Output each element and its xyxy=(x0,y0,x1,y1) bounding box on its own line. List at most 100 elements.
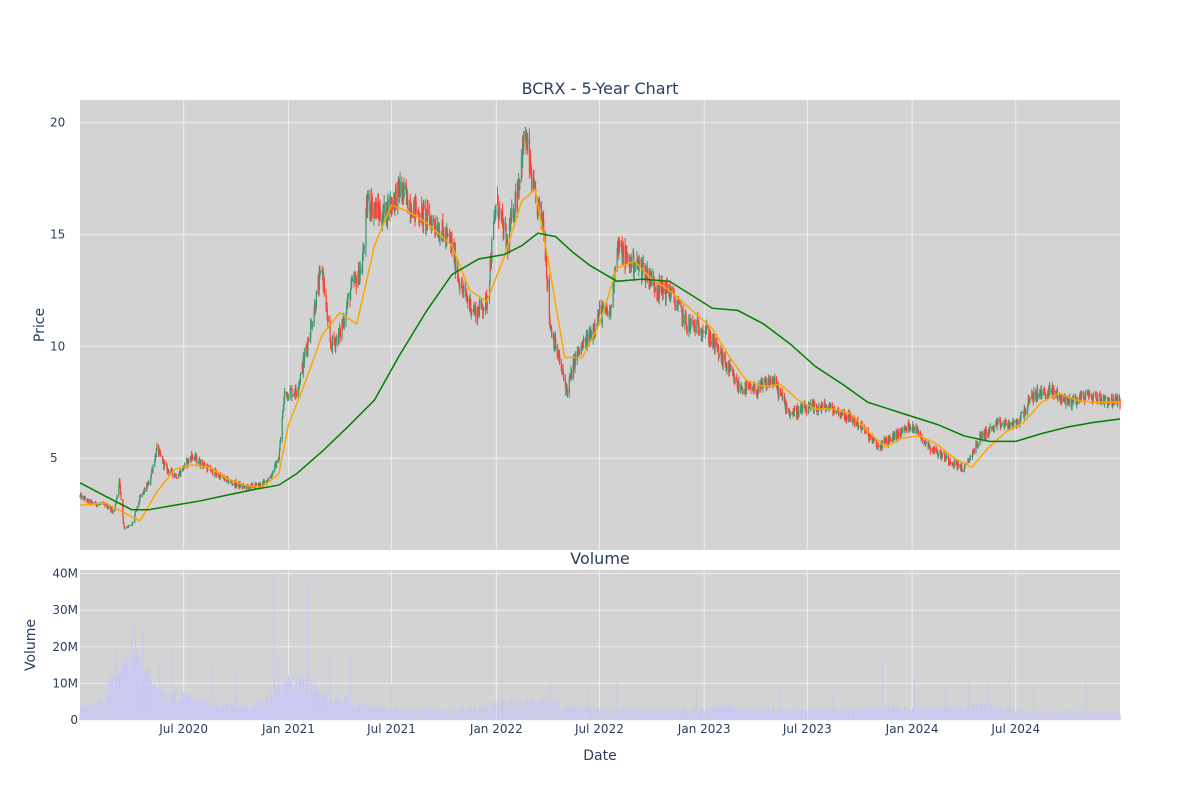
candle-body xyxy=(543,220,545,235)
volume-bar xyxy=(467,712,469,720)
candle-body xyxy=(459,287,461,289)
volume-bar xyxy=(511,701,513,720)
candle-body xyxy=(957,462,959,466)
candle-body xyxy=(716,338,718,347)
volume-bar xyxy=(407,707,409,720)
candle-body xyxy=(864,429,867,434)
volume-bar xyxy=(189,694,192,720)
candle-body xyxy=(586,332,589,345)
volume-bar xyxy=(638,709,640,720)
candle-body xyxy=(854,418,856,425)
candle-body xyxy=(1117,396,1119,404)
candle-body xyxy=(131,522,134,526)
volume-bar xyxy=(303,696,306,720)
candle-body xyxy=(758,382,760,393)
volume-bar xyxy=(96,707,98,720)
candle-body xyxy=(857,420,859,428)
candle-body xyxy=(770,378,772,385)
volume-bar xyxy=(192,698,194,720)
volume-bar xyxy=(535,704,537,720)
candle-body xyxy=(371,197,373,217)
candle-body xyxy=(652,276,654,286)
candle-body xyxy=(814,402,816,406)
candle-body xyxy=(874,439,876,441)
candle-body xyxy=(551,328,553,338)
candle-body xyxy=(953,460,955,467)
volume-bar xyxy=(574,711,577,720)
candle-body xyxy=(1073,394,1075,400)
candle-body xyxy=(188,458,190,463)
candle-body xyxy=(260,483,262,487)
candle-body xyxy=(178,475,180,479)
candle-body xyxy=(1059,393,1061,398)
candle-body xyxy=(115,498,118,503)
volume-bar xyxy=(698,711,700,720)
candle-body xyxy=(201,459,204,466)
volume-bar xyxy=(144,671,146,720)
volume-bar xyxy=(925,707,927,720)
candle-body xyxy=(897,431,900,436)
price-axis-title: Price xyxy=(32,308,48,342)
candle-body xyxy=(244,486,246,488)
candle-body xyxy=(634,265,637,267)
candle-body xyxy=(451,238,453,251)
candle-body xyxy=(1065,396,1067,404)
candle-body xyxy=(826,406,828,409)
candle-body xyxy=(399,181,401,197)
candle-body xyxy=(662,287,664,294)
candle-body xyxy=(610,306,613,308)
volume-bar xyxy=(140,682,142,720)
candle-body xyxy=(446,231,449,234)
candle-body xyxy=(283,398,285,409)
price-plot-area xyxy=(80,100,1120,550)
candle-body xyxy=(482,310,484,313)
candle-body xyxy=(375,201,377,218)
volume-bar xyxy=(558,707,561,720)
volume-bar xyxy=(391,710,393,720)
volume-bar xyxy=(850,715,852,720)
candle-body xyxy=(680,300,682,308)
candle-body xyxy=(104,503,106,507)
candle-body xyxy=(835,411,838,413)
candle-body xyxy=(827,406,830,410)
volume-bar xyxy=(779,690,782,720)
candle-body xyxy=(549,318,551,325)
candle-body xyxy=(961,470,963,472)
candle-body xyxy=(351,278,353,282)
candle-body xyxy=(278,459,280,463)
candle-body xyxy=(858,425,860,428)
candle-body xyxy=(945,455,947,459)
volume-bar xyxy=(475,711,477,720)
candle-body xyxy=(124,527,126,529)
candle-body xyxy=(1041,392,1043,396)
volume-bar xyxy=(411,710,413,720)
candle-body xyxy=(313,312,315,325)
candle-body xyxy=(385,202,387,222)
candle-body xyxy=(921,437,924,441)
volume-bar xyxy=(682,709,684,720)
volume-bar xyxy=(818,713,820,720)
candle-body xyxy=(88,499,90,503)
volume-bar xyxy=(968,679,970,720)
candle-body xyxy=(138,502,140,507)
candle-body xyxy=(1093,394,1095,395)
price-grid xyxy=(80,100,1120,550)
candle-body xyxy=(248,486,250,490)
candle-body xyxy=(339,328,341,338)
candle-body xyxy=(381,220,384,227)
candle-body xyxy=(350,290,352,301)
candle-body xyxy=(303,353,306,363)
volume-title: Volume xyxy=(570,549,630,568)
candle-body xyxy=(1089,392,1091,396)
volume-bars xyxy=(79,573,1121,720)
candle-body xyxy=(896,429,899,439)
candle-body xyxy=(1025,410,1027,413)
candle-body xyxy=(539,201,541,209)
volume-bar xyxy=(997,710,999,720)
candle-body xyxy=(136,506,138,511)
candle-body xyxy=(326,307,328,321)
candle-body xyxy=(895,432,897,440)
candle-body xyxy=(347,294,349,297)
candle-body xyxy=(614,267,617,269)
volume-bar xyxy=(299,677,302,720)
